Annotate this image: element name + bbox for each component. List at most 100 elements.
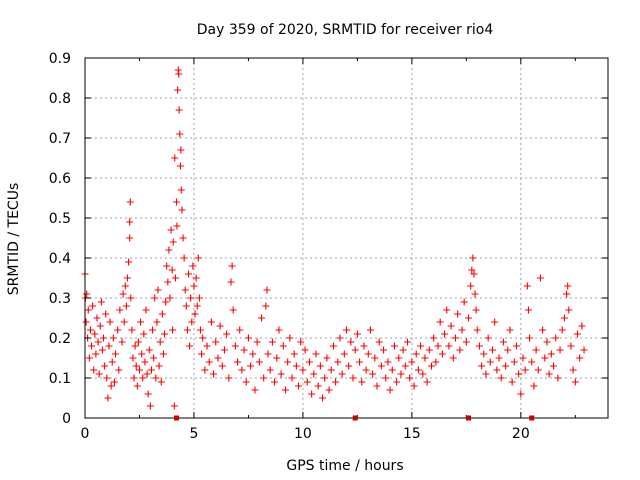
data-point — [94, 338, 102, 346]
data-point — [240, 346, 248, 354]
data-point — [284, 358, 292, 366]
data-point — [550, 362, 558, 370]
data-point — [173, 198, 181, 206]
data-point — [364, 350, 372, 358]
data-point — [159, 350, 167, 358]
data-point — [356, 358, 364, 366]
data-point — [375, 338, 383, 346]
data-point — [201, 366, 209, 374]
data-point — [95, 370, 103, 378]
data-point — [98, 346, 106, 354]
plot-frame — [84, 57, 609, 419]
y-tick-label: 0.5 — [49, 211, 71, 227]
data-point — [530, 382, 538, 390]
data-point — [156, 338, 164, 346]
data-point — [380, 346, 388, 354]
data-point — [186, 342, 194, 350]
data-point — [129, 354, 137, 362]
data-point — [369, 370, 377, 378]
data-point — [445, 342, 453, 350]
data-point — [251, 386, 259, 394]
data-point — [281, 386, 289, 394]
data-point — [316, 362, 324, 370]
data-point — [166, 294, 174, 302]
data-point — [120, 318, 128, 326]
data-point — [273, 354, 281, 362]
data-point — [504, 346, 512, 354]
data-point — [131, 342, 139, 350]
data-point — [471, 290, 479, 298]
data-point — [576, 354, 584, 362]
data-point — [83, 290, 91, 298]
data-point — [207, 318, 215, 326]
data-point — [523, 282, 531, 290]
data-point — [96, 322, 104, 330]
data-point — [177, 186, 185, 194]
data-point — [122, 302, 130, 310]
data-point — [175, 106, 183, 114]
data-point — [125, 258, 133, 266]
data-point — [543, 338, 551, 346]
data-point — [301, 346, 309, 354]
data-point — [345, 362, 353, 370]
data-point — [149, 326, 157, 334]
data-point — [255, 358, 263, 366]
data-point — [105, 342, 113, 350]
data-point — [137, 318, 145, 326]
data-point — [421, 354, 429, 362]
data-point — [194, 254, 202, 262]
data-point — [526, 334, 534, 342]
data-point — [144, 390, 152, 398]
y-tick-label: 0.1 — [49, 371, 71, 387]
y-tick-label: 0.2 — [49, 331, 71, 347]
data-point — [126, 234, 134, 242]
y-tick-label: 0.8 — [49, 91, 71, 107]
data-point — [458, 326, 466, 334]
data-point — [260, 374, 268, 382]
data-point — [467, 282, 475, 290]
data-point — [216, 322, 224, 330]
data-point — [85, 354, 93, 362]
data-point — [183, 326, 191, 334]
data-point — [115, 366, 123, 374]
data-point — [436, 318, 444, 326]
data-point — [214, 354, 222, 362]
data-point — [414, 366, 422, 374]
data-point — [176, 130, 184, 138]
data-point — [158, 310, 166, 318]
data-point — [264, 350, 272, 358]
data-point — [88, 342, 96, 350]
data-point — [360, 342, 368, 350]
data-point — [106, 318, 114, 326]
data-point — [102, 310, 110, 318]
data-point — [351, 346, 359, 354]
data-point — [536, 274, 544, 282]
data-point — [564, 282, 572, 290]
data-point — [223, 330, 231, 338]
y-tick-label: 0.9 — [49, 51, 71, 67]
data-point — [135, 366, 143, 374]
data-point — [373, 382, 381, 390]
data-point — [145, 346, 153, 354]
data-point — [558, 326, 566, 334]
data-point — [212, 338, 220, 346]
data-point — [123, 274, 131, 282]
data-point — [174, 86, 182, 94]
data-point — [366, 326, 374, 334]
data-point — [554, 374, 562, 382]
data-point — [473, 326, 481, 334]
data-point — [573, 330, 581, 338]
data-point — [128, 326, 136, 334]
data-point — [569, 366, 577, 374]
data-point — [325, 386, 333, 394]
data-point — [176, 162, 184, 170]
data-point — [478, 362, 486, 370]
data-point — [179, 234, 187, 242]
data-point — [162, 298, 170, 306]
x-tick-label: 10 — [294, 426, 312, 442]
data-point — [228, 262, 236, 270]
data-point — [388, 366, 396, 374]
data-point — [238, 366, 246, 374]
data-point — [169, 238, 177, 246]
data-point — [92, 350, 100, 358]
